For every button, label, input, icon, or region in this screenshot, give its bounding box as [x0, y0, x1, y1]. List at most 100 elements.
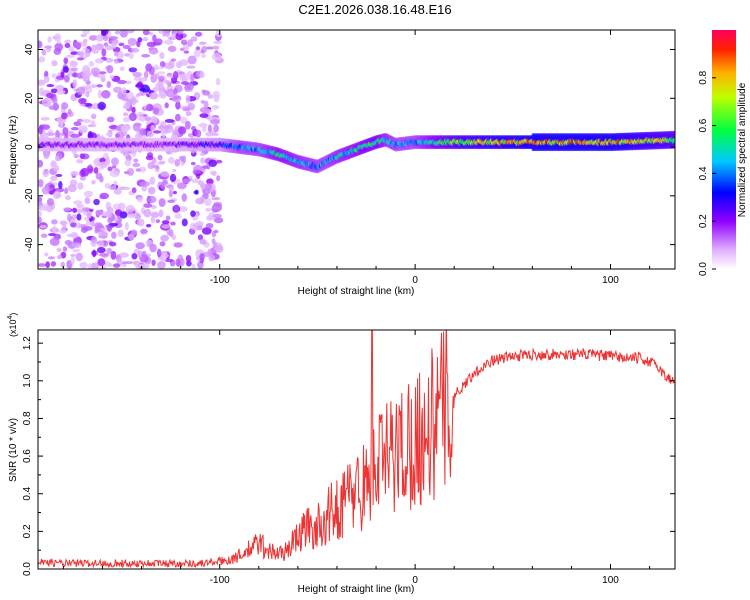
- speckle: [215, 245, 224, 253]
- speckle: [185, 111, 192, 117]
- speckle: [135, 242, 145, 250]
- speckle: [107, 217, 113, 224]
- speckle: [158, 209, 164, 218]
- speckle: [160, 182, 166, 189]
- speckle: [123, 112, 129, 117]
- colorbar-tick-label: 0.8: [698, 70, 709, 84]
- speckle: [200, 157, 205, 164]
- speckle: [164, 79, 170, 85]
- speckle: [38, 210, 42, 218]
- speckle: [186, 82, 194, 91]
- speckle: [159, 60, 166, 68]
- speckle: [111, 40, 117, 49]
- speckle: [208, 212, 216, 221]
- speckle: [133, 158, 139, 163]
- speckle: [60, 112, 68, 120]
- speckle: [162, 252, 169, 259]
- speckle: [128, 67, 138, 73]
- speckle: [38, 205, 46, 211]
- speckle: [159, 241, 166, 247]
- speckle: [194, 189, 199, 195]
- speckle: [126, 91, 135, 100]
- speckle: [119, 66, 125, 71]
- speckle: [184, 120, 191, 130]
- speckle: [178, 71, 185, 75]
- speckle: [43, 151, 50, 160]
- speckle: [142, 36, 149, 42]
- speckle: [202, 188, 211, 195]
- x-tick-label: 0: [412, 275, 418, 286]
- speckle: [90, 236, 98, 244]
- speckle: [75, 222, 82, 229]
- colorbar-label: Normalized spectral amplitude: [737, 82, 748, 217]
- speckle: [86, 84, 91, 89]
- speckle: [199, 152, 205, 156]
- speckle: [76, 57, 85, 61]
- speckle: [70, 133, 81, 139]
- speckle: [78, 97, 87, 105]
- speckle: [96, 74, 107, 79]
- speckle: [211, 52, 222, 61]
- speckle: [64, 42, 71, 49]
- speckle: [107, 166, 113, 172]
- speckle: [51, 73, 57, 79]
- speckle: [97, 246, 106, 254]
- speckle: [190, 161, 196, 166]
- speckle: [178, 206, 188, 212]
- speckle: [89, 208, 94, 212]
- speckle: [140, 228, 148, 235]
- speckle: [180, 81, 190, 85]
- speckle: [215, 159, 223, 164]
- speckle: [182, 107, 191, 112]
- speckle: [155, 219, 161, 224]
- speckle: [73, 121, 82, 127]
- speckle: [212, 90, 221, 100]
- speckle: [85, 219, 91, 226]
- speckle: [56, 247, 62, 253]
- speckle: [199, 41, 207, 45]
- speckle: [176, 30, 184, 35]
- speckle: [165, 215, 171, 221]
- speckle: [215, 30, 222, 38]
- speckle: [114, 59, 119, 65]
- speckle: [150, 204, 157, 209]
- speckle: [139, 128, 147, 136]
- speckle: [149, 243, 157, 253]
- speckle: [77, 182, 84, 190]
- speckle: [168, 186, 175, 192]
- x-tick-label: -100: [210, 275, 230, 286]
- speckle: [202, 165, 209, 169]
- speckle: [111, 231, 117, 239]
- speckle: [139, 181, 150, 187]
- speckle: [138, 166, 147, 173]
- speckle: [172, 71, 179, 80]
- speckle: [47, 36, 52, 43]
- speckle: [212, 213, 222, 219]
- speckle: [76, 213, 82, 221]
- speckle: [181, 218, 188, 227]
- speckle: [76, 203, 85, 209]
- speckle: [111, 157, 119, 166]
- speckle: [132, 122, 141, 132]
- speckle: [64, 39, 71, 44]
- speckle: [82, 30, 91, 35]
- speckle: [105, 45, 114, 51]
- speckle: [78, 125, 88, 134]
- speckle: [132, 71, 143, 78]
- speckle: [51, 60, 58, 67]
- speckle: [142, 30, 150, 36]
- speckle: [158, 198, 166, 207]
- speckle: [143, 208, 152, 218]
- speckle: [156, 261, 166, 269]
- speckle: [106, 116, 115, 123]
- speckle: [67, 108, 72, 116]
- y-tick-label: -20: [24, 188, 35, 203]
- speckle: [45, 92, 54, 99]
- speckle: [70, 67, 78, 72]
- speckle: [213, 40, 223, 44]
- speckle: [105, 57, 114, 63]
- y-multiplier-base: (x10: [8, 319, 18, 337]
- speckle: [110, 250, 117, 260]
- speckle: [203, 108, 212, 113]
- speckle: [141, 250, 147, 259]
